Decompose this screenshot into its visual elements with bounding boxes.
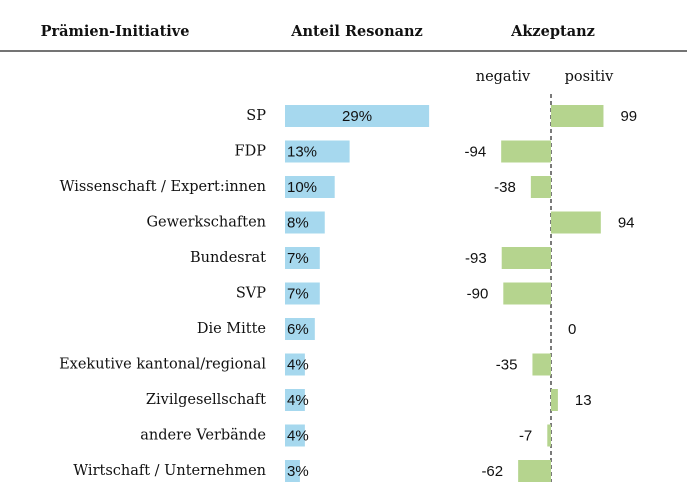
resonance-label: 4% [287, 356, 309, 373]
resonance-bar [285, 318, 315, 340]
acceptance-label: -62 [481, 463, 503, 480]
resonance-bar [285, 247, 320, 269]
resonance-label: 4% [287, 427, 309, 444]
resonance-bar [285, 140, 350, 163]
acceptance-bar [518, 460, 551, 482]
acceptance-label: -94 [464, 143, 486, 160]
acceptance-bar [551, 211, 601, 234]
acceptance-label: -38 [494, 179, 516, 196]
resonance-label: 13% [287, 143, 317, 160]
resonance-label: 7% [287, 285, 309, 302]
row-label: SP [246, 108, 266, 124]
row-label: Zivilgesellschaft [146, 392, 266, 408]
acceptance-bar [530, 176, 551, 198]
acceptance-label: 94 [618, 214, 635, 231]
acceptance-bar [547, 424, 551, 447]
resonance-label: 8% [287, 214, 309, 231]
row-label: andere Verbände [140, 428, 266, 444]
row-label: SVP [236, 286, 266, 302]
acceptance-label: 99 [620, 108, 637, 125]
resonance-bar [285, 424, 305, 447]
acceptance-label: 0 [568, 321, 576, 338]
resonance-bar [285, 105, 430, 127]
acceptance-label: -93 [465, 250, 487, 267]
resonance-label: 10% [287, 179, 317, 196]
acceptance-label: -35 [496, 356, 518, 373]
acceptance-bar [551, 105, 604, 127]
resonance-bar [285, 282, 320, 305]
acceptance-bar [501, 140, 551, 163]
acceptance-bar [501, 247, 551, 269]
resonance-label: 7% [287, 250, 309, 267]
row-label: Bundesrat [190, 250, 266, 266]
acceptance-label: 13 [575, 392, 592, 409]
resonance-bar [285, 176, 335, 198]
row-label: FDP [235, 144, 267, 160]
resonance-bar [285, 389, 305, 411]
resonance-label: 29% [342, 108, 372, 125]
resonance-label: 6% [287, 321, 309, 338]
subcolumn-header: negativ [476, 69, 531, 85]
column-header: Prämien-Initiative [41, 23, 190, 40]
row-label: Die Mitte [197, 321, 266, 337]
resonance-label: 3% [287, 463, 309, 480]
column-header: Anteil Resonanz [290, 23, 423, 40]
column-header: Akzeptanz [510, 23, 595, 40]
acceptance-label: -7 [519, 427, 532, 444]
row-label: Gewerkschaften [146, 215, 266, 231]
row-label: Wirtschaft / Unternehmen [73, 463, 266, 479]
acceptance-bar [551, 389, 558, 411]
row-label: Exekutive kantonal/regional [59, 357, 266, 373]
acceptance-bar [503, 282, 551, 305]
subcolumn-header: positiv [565, 69, 615, 85]
resonance-bar [285, 460, 300, 482]
acceptance-bar [532, 353, 551, 376]
resonance-label: 4% [287, 392, 309, 409]
resonance-bar [285, 211, 325, 234]
row-label: Wissenschaft / Expert:innen [60, 179, 266, 195]
acceptance-label: -90 [467, 285, 489, 302]
resonance-bar [285, 353, 305, 376]
